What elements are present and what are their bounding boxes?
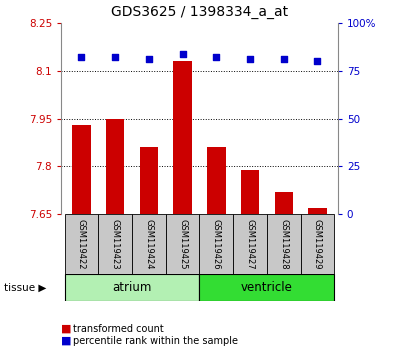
Text: GSM119426: GSM119426 xyxy=(212,219,221,270)
Bar xyxy=(132,214,166,274)
Bar xyxy=(166,214,199,274)
Bar xyxy=(173,61,192,214)
Bar xyxy=(199,274,334,301)
Bar xyxy=(275,192,293,214)
Point xyxy=(112,55,118,60)
Bar xyxy=(98,214,132,274)
Text: GSM119423: GSM119423 xyxy=(111,219,120,270)
Bar xyxy=(301,214,334,274)
Text: GSM119429: GSM119429 xyxy=(313,219,322,269)
Bar xyxy=(241,170,260,214)
Bar xyxy=(65,214,98,274)
Point xyxy=(78,55,85,60)
Text: GSM119428: GSM119428 xyxy=(279,219,288,270)
Bar xyxy=(233,214,267,274)
Point xyxy=(146,57,152,62)
Bar xyxy=(106,119,124,214)
Point xyxy=(280,57,287,62)
Text: GSM119422: GSM119422 xyxy=(77,219,86,269)
Text: ■: ■ xyxy=(61,324,72,333)
Bar xyxy=(72,125,91,214)
Text: ventricle: ventricle xyxy=(241,281,293,294)
Text: percentile rank within the sample: percentile rank within the sample xyxy=(73,336,238,346)
Point xyxy=(213,55,220,60)
Text: tissue ▶: tissue ▶ xyxy=(4,282,46,293)
Bar xyxy=(65,274,199,301)
Bar xyxy=(207,147,226,214)
Point xyxy=(314,58,321,64)
Bar xyxy=(267,214,301,274)
Text: GSM119427: GSM119427 xyxy=(246,219,254,270)
Title: GDS3625 / 1398334_a_at: GDS3625 / 1398334_a_at xyxy=(111,5,288,19)
Text: atrium: atrium xyxy=(112,281,152,294)
Text: GSM119425: GSM119425 xyxy=(178,219,187,269)
Bar xyxy=(308,208,327,214)
Bar xyxy=(199,214,233,274)
Bar xyxy=(139,147,158,214)
Point xyxy=(247,57,253,62)
Point xyxy=(179,51,186,56)
Text: ■: ■ xyxy=(61,336,72,346)
Text: transformed count: transformed count xyxy=(73,324,164,333)
Text: GSM119424: GSM119424 xyxy=(145,219,153,269)
